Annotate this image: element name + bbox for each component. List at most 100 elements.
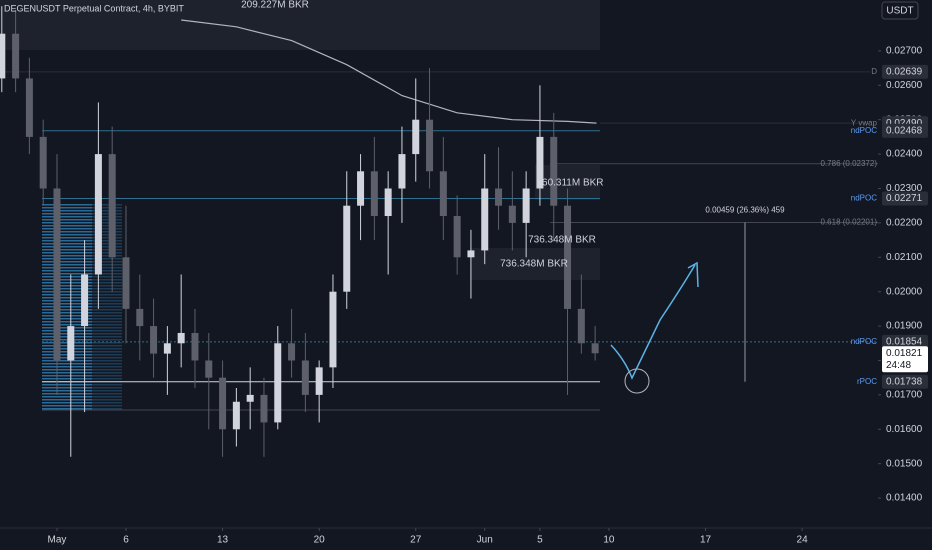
candle-body	[453, 216, 461, 258]
candle-body	[467, 250, 475, 258]
currency-button[interactable]	[881, 1, 919, 20]
candle-body	[550, 136, 558, 206]
candle-body	[191, 332, 199, 361]
candle-body	[67, 326, 75, 361]
level-tag: rPOC	[857, 377, 877, 386]
drawn-arrow	[610, 261, 699, 380]
fib-label: 0.786 (0.02372)	[821, 159, 878, 168]
candle-body	[536, 136, 544, 189]
y-tick-label: 0.02300	[886, 183, 923, 194]
y-tick-label: 0.01700	[886, 390, 923, 401]
y-tick-label: 0.02200	[886, 218, 923, 229]
level-tag: D	[871, 67, 877, 76]
measure-label: 0.00459 (26.36%) 459	[705, 206, 785, 215]
candle-body	[122, 257, 130, 309]
candle-body	[481, 188, 489, 251]
candle-body	[439, 171, 447, 217]
candle-body	[274, 343, 282, 423]
x-tick-label: Jun	[477, 535, 493, 546]
y-tick-label: 0.01600	[886, 424, 923, 435]
y-tick-label: 0.02000	[886, 286, 923, 297]
last-price: 0.01821	[886, 348, 923, 359]
candle-body	[260, 394, 268, 423]
chart-title: DEGENUSDT Perpetual Contract, 4h, BYBIT	[4, 3, 184, 13]
candle-body	[94, 154, 102, 275]
candle-body	[232, 401, 240, 430]
annotation: 736.348M BKR	[528, 235, 596, 246]
y-tick-label: 0.02400	[886, 149, 923, 160]
candle-body	[398, 154, 406, 189]
level-label-box	[882, 123, 928, 138]
candle-body	[39, 136, 47, 189]
candle-body	[357, 171, 365, 206]
level-label-box	[882, 191, 928, 206]
plot	[0, 6, 880, 457]
zone-box	[0, 0, 600, 50]
x-tick-label: 6	[123, 535, 129, 546]
y-tick-label: 0.02100	[886, 252, 923, 263]
level-tag: ndPOC	[851, 126, 877, 135]
x-tick-label: 10	[603, 535, 615, 546]
candle-body	[219, 377, 227, 430]
candle-body	[53, 188, 61, 361]
candle-body	[246, 394, 254, 402]
candle-body	[25, 78, 33, 137]
x-tick-label: 13	[217, 535, 229, 546]
candle-body	[370, 171, 378, 217]
annotation: 160.311M BKR	[536, 178, 603, 189]
candle-body	[522, 188, 530, 223]
level-label: 0.02639	[886, 67, 923, 78]
level-tag: Y vwap	[851, 118, 878, 127]
level-label-box	[882, 64, 928, 79]
drawn-circle	[624, 368, 650, 394]
candle-body	[301, 360, 309, 395]
zone-box	[470, 248, 600, 280]
x-tick-label: 20	[314, 535, 326, 546]
price-axis	[878, 0, 932, 528]
candle-body	[329, 291, 337, 368]
candle-body	[412, 119, 420, 155]
x-tick-label: 17	[700, 535, 712, 546]
level-tag: ndPOC	[851, 337, 877, 346]
level-label: 0.02468	[886, 125, 923, 136]
x-tick-label: 27	[410, 535, 422, 546]
candle-body	[12, 33, 20, 79]
annotation: 209.227M BKR	[241, 0, 309, 11]
candle-body	[508, 205, 516, 223]
level-label: 0.02490	[886, 118, 923, 129]
fib-label: 0.618 (0.02201)	[821, 218, 878, 227]
level-label-box	[882, 334, 928, 349]
candle-body	[288, 343, 296, 361]
currency[interactable]: USDT	[886, 6, 913, 17]
candle-body	[564, 205, 572, 309]
candle-body	[177, 332, 185, 344]
y-tick-label: 0.01400	[886, 493, 923, 504]
candle-body	[577, 308, 585, 344]
level-label-box	[882, 374, 928, 389]
countdown: 24:48	[886, 360, 911, 371]
y-tick-label: 0.01900	[886, 321, 923, 332]
candle-body	[205, 360, 213, 378]
candle-body	[108, 154, 116, 258]
candle-body	[136, 308, 144, 327]
x-tick-label: 24	[797, 535, 809, 546]
candle-body	[150, 326, 158, 354]
vwap-line	[181, 19, 597, 124]
candle-body	[426, 119, 434, 172]
candle-body	[315, 367, 323, 395]
candle-body	[384, 188, 392, 217]
x-tick-label: May	[48, 535, 67, 546]
y-tick-label: 0.01500	[886, 458, 923, 469]
level-tag: ndPOC	[851, 194, 877, 203]
candle-body	[0, 33, 6, 79]
x-tick-label: 5	[537, 535, 543, 546]
level-label: 0.01738	[886, 376, 923, 387]
annotation: 736.348M BKR	[500, 259, 568, 270]
candle-body	[163, 343, 171, 354]
y-tick-label: 0.02600	[886, 80, 923, 91]
level-label: 0.02271	[886, 193, 923, 204]
y-tick-label: 0.02700	[886, 46, 923, 57]
candle-body	[343, 205, 351, 292]
